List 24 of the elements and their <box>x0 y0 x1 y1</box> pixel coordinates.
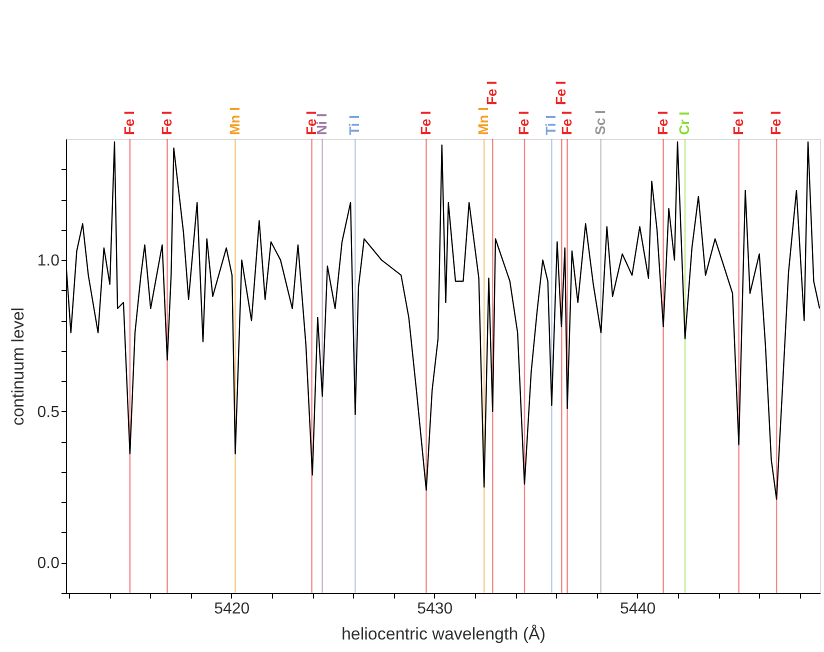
ref-line-label: Fe I <box>515 110 532 135</box>
ref-line-label: Ti I <box>542 115 559 135</box>
x-axis-title: heliocentric wavelength (Å) <box>341 624 546 644</box>
ref-line-label: Mn I <box>226 107 242 135</box>
ref-line-label: Fe I <box>552 80 569 105</box>
y-tick-label: 0.5 <box>37 404 60 421</box>
x-tick-label: 5430 <box>417 600 453 618</box>
x-tick-label: 5440 <box>620 600 656 618</box>
y-tick-label: 1.0 <box>37 252 60 270</box>
ref-line-label: Fe I <box>417 110 434 135</box>
x-tick-label: 5420 <box>214 600 250 618</box>
ref-line-label: Cr I <box>676 112 692 135</box>
ref-line-label: Fe I <box>558 110 574 135</box>
ref-line-label: Mn I <box>475 107 492 135</box>
y-tick-label: 0.0 <box>37 555 60 572</box>
ref-line-label: Fe I <box>158 110 174 135</box>
ref-line-label: Ti I <box>346 115 362 135</box>
ref-line-label: Fe I <box>730 110 746 135</box>
ref-line-label: Fe I <box>120 110 137 135</box>
ref-line-label: Fe I <box>484 80 500 105</box>
ref-line-label: Fe I <box>654 110 670 135</box>
ref-line-label: Fe I <box>768 110 784 135</box>
ref-line-label: Sc I <box>592 110 608 135</box>
y-axis-title: continuum level <box>8 307 28 426</box>
